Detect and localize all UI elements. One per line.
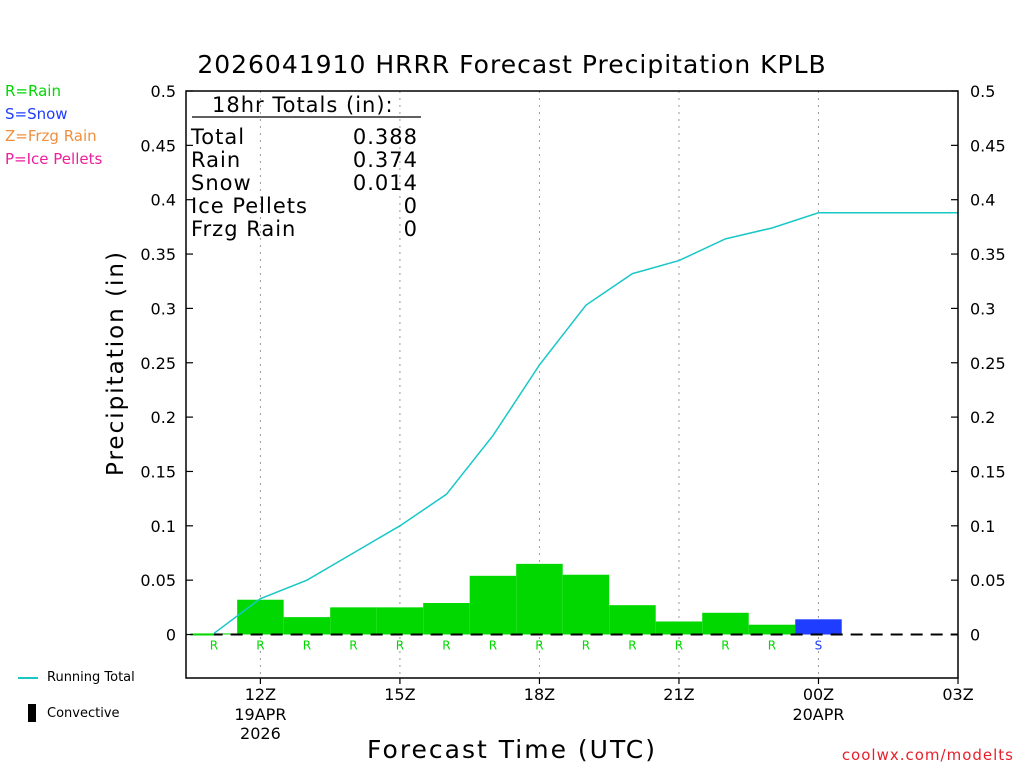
ptype-label: R bbox=[303, 639, 311, 653]
x-tick-label: 03Z bbox=[942, 685, 973, 704]
totals-row-value: 0 bbox=[404, 217, 418, 241]
chart-title: 2026041910 HRRR Forecast Precipitation K… bbox=[197, 50, 827, 79]
ptype-label: R bbox=[675, 639, 683, 653]
y-tick-label-right: 0.05 bbox=[970, 571, 1006, 590]
x-tick-date-label: 2026 bbox=[240, 724, 281, 743]
totals-row-value: 0.388 bbox=[353, 125, 418, 149]
y-tick-label-left: 0.15 bbox=[140, 462, 176, 481]
y-tick-label-right: 0 bbox=[970, 626, 980, 645]
ptype-label: R bbox=[582, 639, 590, 653]
legend-rain: R=Rain bbox=[5, 82, 61, 100]
y-tick-label-right: 0.45 bbox=[970, 136, 1006, 155]
y-tick-label-right: 0.3 bbox=[970, 299, 995, 318]
totals-row-label: Ice Pellets bbox=[191, 194, 308, 218]
ptype-label: R bbox=[349, 639, 357, 653]
y-tick-label-right: 0.5 bbox=[970, 82, 995, 101]
y-tick-label-left: 0.2 bbox=[151, 408, 176, 427]
x-tick-label: 21Z bbox=[663, 685, 694, 704]
ptype-label: R bbox=[442, 639, 450, 653]
y-tick-label-left: 0.4 bbox=[151, 191, 176, 210]
precip-bar bbox=[283, 617, 331, 635]
precip-bar bbox=[655, 621, 703, 635]
totals-header: 18hr Totals (in): bbox=[212, 93, 394, 117]
precip-bar bbox=[748, 624, 796, 635]
convective-legend-swatch bbox=[28, 704, 36, 722]
ptype-label: R bbox=[768, 639, 776, 653]
x-tick-label: 18Z bbox=[524, 685, 555, 704]
y-tick-label-left: 0 bbox=[166, 626, 176, 645]
totals-row-value: 0.374 bbox=[353, 148, 418, 172]
x-tick-label: 15Z bbox=[384, 685, 415, 704]
plot-frame bbox=[185, 90, 959, 679]
precip-bar bbox=[516, 563, 563, 635]
y-tick-label-right: 0.2 bbox=[970, 408, 995, 427]
y-tick-label-left: 0.35 bbox=[140, 245, 176, 264]
totals-row-label: Rain bbox=[191, 148, 241, 172]
ptype-label: R bbox=[210, 639, 218, 653]
x-tick-label: 12Z bbox=[245, 685, 276, 704]
precip-bar bbox=[562, 574, 610, 635]
precip-bar bbox=[423, 602, 470, 635]
y-tick-label-right: 0.35 bbox=[970, 245, 1006, 264]
ptype-label: R bbox=[256, 639, 264, 653]
running-total-line bbox=[213, 211, 958, 635]
y-tick-label-left: 0.5 bbox=[151, 82, 176, 101]
legend-ice-pellets: P=Ice Pellets bbox=[5, 150, 103, 168]
precip-bar bbox=[237, 599, 284, 635]
ptype-label: R bbox=[535, 639, 543, 653]
ptype-label: R bbox=[628, 639, 636, 653]
credit-text: coolwx.com/modelts bbox=[841, 746, 1014, 764]
y-tick-label-right: 0.1 bbox=[970, 517, 995, 536]
precip-bar bbox=[609, 605, 656, 635]
y-tick-label-right: 0.4 bbox=[970, 191, 995, 210]
totals-row-label: Snow bbox=[191, 171, 252, 195]
convective-legend-label: Convective bbox=[47, 706, 120, 721]
y-tick-label-left: 0.25 bbox=[140, 354, 176, 373]
y-tick-label-right: 0.25 bbox=[970, 354, 1006, 373]
x-tick-date-label: 19APR bbox=[234, 705, 286, 724]
ptype-label: R bbox=[721, 639, 729, 653]
ptype-label: R bbox=[396, 639, 404, 653]
ptype-label: S bbox=[815, 639, 823, 653]
totals-row-label: Frzg Rain bbox=[191, 217, 296, 241]
precip-bar bbox=[330, 607, 377, 635]
totals-row-value: 0.014 bbox=[353, 171, 418, 195]
precip-bar bbox=[702, 612, 749, 635]
precip-bar bbox=[376, 607, 424, 635]
ptype-label: R bbox=[489, 639, 497, 653]
precip-bar bbox=[795, 619, 842, 635]
precip-bar bbox=[469, 575, 517, 635]
y-tick-label-left: 0.1 bbox=[151, 517, 176, 536]
x-tick-label: 00Z bbox=[803, 685, 834, 704]
y-tick-label-right: 0.15 bbox=[970, 462, 1006, 481]
y-tick-label-left: 0.45 bbox=[140, 136, 176, 155]
totals-row-label: Total bbox=[190, 125, 245, 149]
totals-row-value: 0 bbox=[404, 194, 418, 218]
legend-snow: S=Snow bbox=[5, 105, 68, 123]
legend-freezing-rain: Z=Frzg Rain bbox=[5, 127, 97, 145]
y-tick-label-left: 0.3 bbox=[151, 299, 176, 318]
running-total-legend-label: Running Total bbox=[47, 670, 135, 685]
y-tick-label-left: 0.05 bbox=[140, 571, 176, 590]
x-axis-label: Forecast Time (UTC) bbox=[367, 735, 657, 764]
running-total-legend-swatch bbox=[18, 677, 38, 679]
x-tick-date-label: 20APR bbox=[792, 705, 844, 724]
